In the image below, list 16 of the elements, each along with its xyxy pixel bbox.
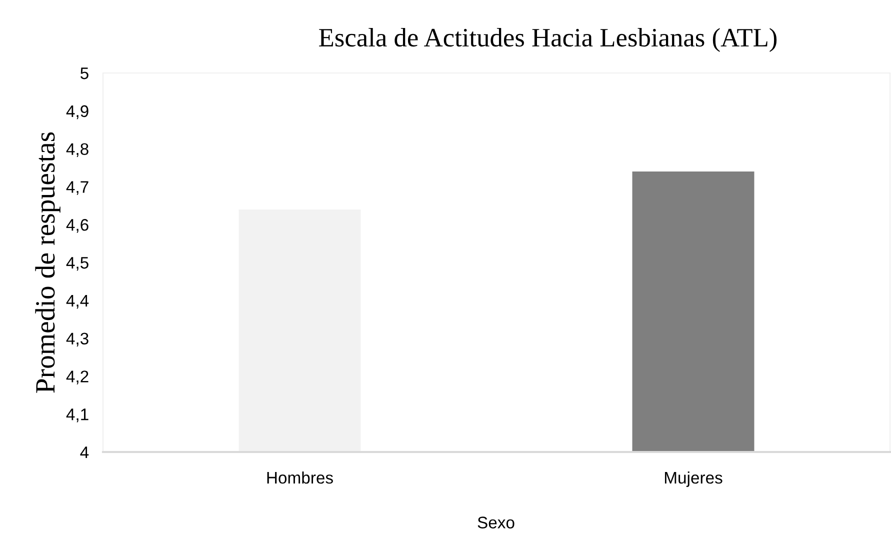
y-tick-label: 4,4	[66, 294, 89, 309]
y-tick-label: 4,2	[66, 370, 88, 384]
y-tick-label: 4,8	[66, 143, 88, 157]
y-tick-label: 4,1	[66, 408, 88, 422]
x-axis-title: Sexo	[478, 516, 514, 528]
y-axis-title: Promedio de respuestas	[35, 132, 60, 393]
y-tick-label: 4,3	[66, 332, 88, 346]
y-tick-label: 5	[80, 68, 88, 80]
x-tick-label: Mujeres	[664, 471, 722, 487]
y-tick-label: 4,6	[66, 219, 88, 233]
x-tick-label: Hombres	[267, 471, 333, 484]
y-tick-label: 4	[80, 446, 89, 458]
y-tick-label: 4,5	[66, 257, 88, 271]
chart-title: Escala de Actitudes Hacia Lesbianas (ATL)	[319, 28, 777, 52]
y-tick-label: 4,9	[66, 105, 88, 120]
y-tick-label: 4,7	[66, 181, 88, 195]
